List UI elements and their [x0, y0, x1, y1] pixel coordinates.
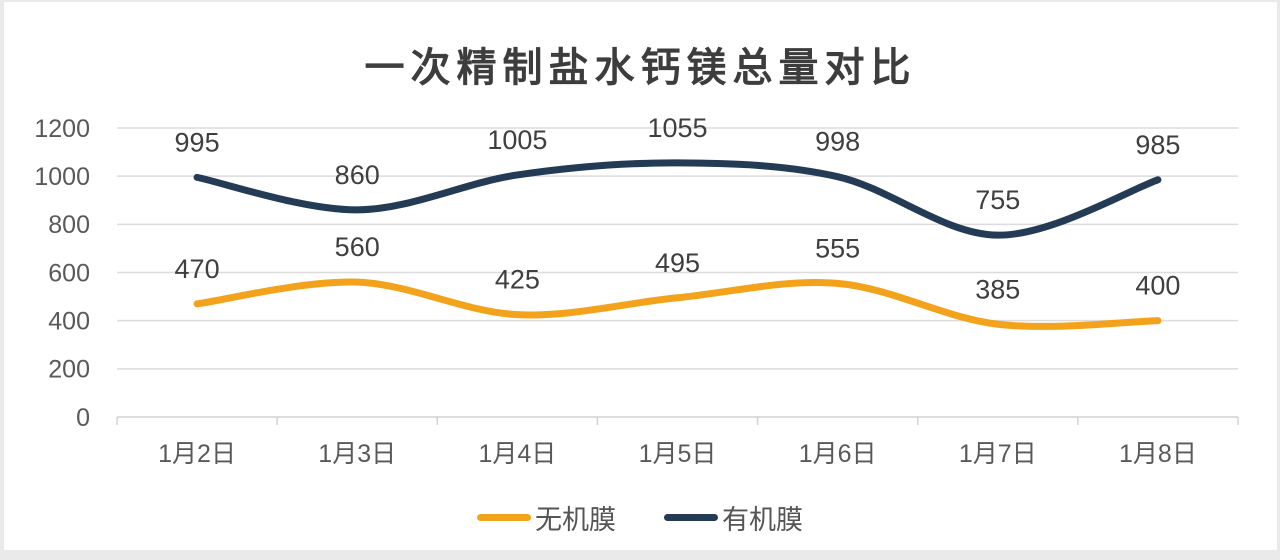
data-label: 425 [495, 265, 540, 295]
y-tick-label: 400 [48, 307, 90, 335]
data-label: 995 [175, 127, 220, 157]
data-label: 560 [335, 232, 380, 262]
legend-item-0: 无机膜 [477, 498, 616, 537]
data-label: 555 [815, 233, 860, 263]
data-label: 400 [1135, 271, 1180, 301]
data-label: 385 [975, 274, 1020, 304]
legend-label: 无机膜 [535, 505, 616, 535]
data-label: 1055 [647, 113, 707, 143]
legend-item-1: 有机膜 [664, 498, 803, 537]
data-label: 755 [975, 185, 1020, 215]
legend-swatch-icon [477, 514, 531, 521]
chart-legend: 无机膜 有机膜 [0, 498, 1280, 537]
series-line-0 [193, 278, 1162, 330]
y-tick-label: 600 [48, 259, 90, 287]
data-label: 495 [655, 248, 700, 278]
legend-swatch-icon [664, 514, 718, 521]
x-tick-label: 1月4日 [478, 440, 556, 468]
y-tick-label: 1000 [34, 163, 90, 191]
x-tick-label: 1月3日 [318, 440, 396, 468]
data-label: 998 [815, 127, 860, 157]
y-tick-label: 800 [48, 211, 90, 239]
chart-card: 一次精制盐水钙镁总量对比 0 200 400 600 800 1000 1200 1月2日 1月… [4, 2, 1277, 550]
data-label: 985 [1135, 130, 1180, 160]
chart-title: 一次精制盐水钙镁总量对比 [364, 46, 917, 90]
x-tick-label: 1月2日 [158, 440, 236, 468]
y-tick-label: 0 [76, 404, 90, 432]
data-label: 470 [175, 254, 220, 284]
x-tick-label: 1月5日 [639, 440, 717, 468]
legend-label: 有机膜 [722, 505, 803, 535]
x-tick-label: 1月7日 [959, 440, 1037, 468]
x-tick-label: 1月8日 [1119, 440, 1197, 468]
y-tick-label: 1200 [34, 115, 90, 143]
series-line-1 [193, 159, 1162, 239]
data-label: 1005 [487, 125, 547, 155]
x-tick-label: 1月6日 [799, 440, 877, 468]
data-label: 860 [335, 160, 380, 190]
y-tick-label: 200 [48, 356, 90, 384]
